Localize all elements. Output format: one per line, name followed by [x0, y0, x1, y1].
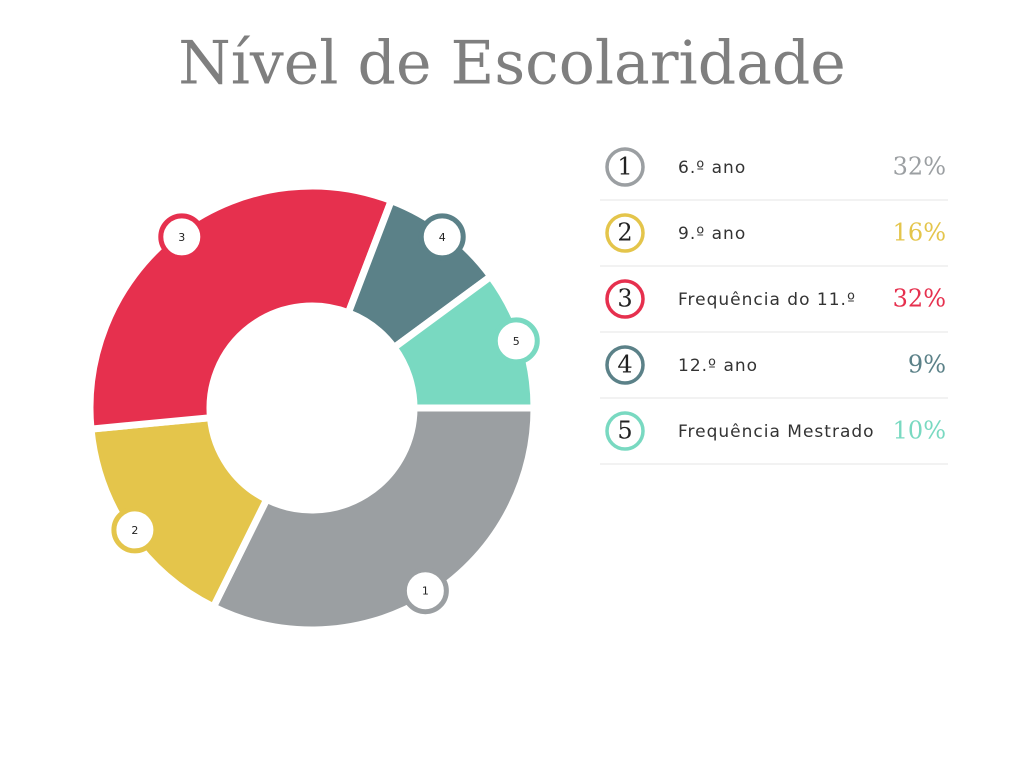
segment-badge — [401, 567, 449, 615]
segment-badge — [158, 213, 206, 261]
chart-title: Nível de Escolaridade — [178, 29, 846, 99]
donut-segment — [86, 182, 396, 433]
segment-badge-label: 3 — [178, 231, 185, 244]
legend-badge — [605, 345, 645, 385]
legend-badge-label: 3 — [617, 285, 632, 313]
legend-badge-label: 2 — [617, 219, 632, 247]
legend-badge — [605, 279, 645, 319]
legend-badge — [605, 213, 645, 253]
legend-value: 16% — [893, 219, 946, 247]
donut-segment — [389, 271, 538, 412]
legend-label: 9.º ano — [678, 224, 746, 244]
legend-value: 32% — [893, 285, 946, 313]
segment-badge — [418, 213, 466, 261]
donut-segment — [87, 413, 272, 612]
legend-badge — [605, 411, 645, 451]
donut-segment — [208, 404, 538, 634]
legend-value: 32% — [893, 153, 946, 181]
segment-badge-label: 5 — [513, 335, 520, 348]
segment-badge-label: 4 — [439, 231, 446, 244]
legend-value: 9% — [908, 351, 946, 379]
legend-badge-label: 4 — [617, 351, 632, 379]
legend-label: 6.º ano — [678, 158, 746, 178]
legend-badge-label: 1 — [617, 153, 632, 181]
segment-badge — [111, 506, 159, 554]
legend-label: Frequência do 11.º — [678, 290, 856, 310]
legend-badge-label: 5 — [617, 417, 632, 445]
segment-badge — [492, 317, 540, 365]
segment-badge-label: 1 — [422, 585, 429, 598]
segment-badge-label: 2 — [131, 524, 138, 537]
legend-label: Frequência Mestrado — [678, 422, 875, 442]
legend-label: 12.º ano — [678, 356, 758, 376]
legend-value: 10% — [893, 417, 946, 445]
legend-badge — [605, 147, 645, 187]
